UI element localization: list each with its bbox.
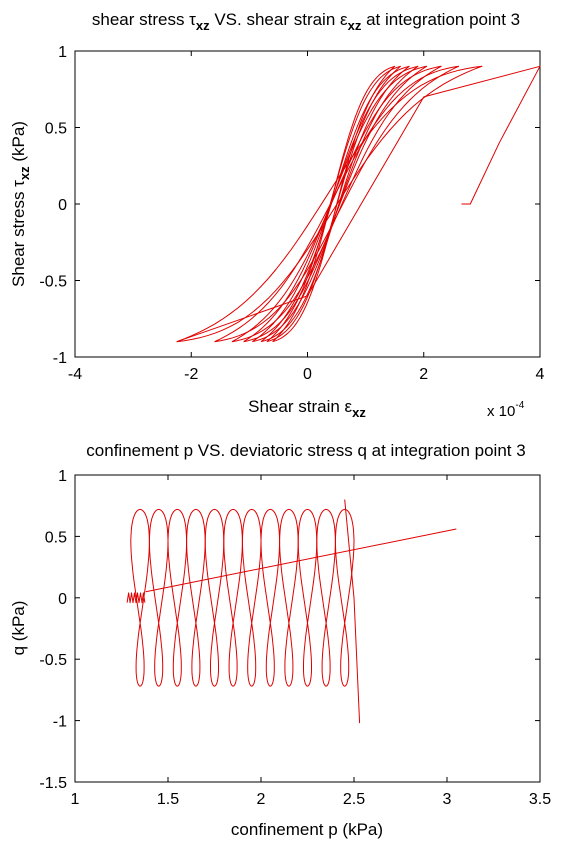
top-axis-ticks: -4 -2 0 2 4 -1 -0.5 0 0.5 1 — [39, 44, 544, 383]
top-y-axis-label: Shear stress τxz (kPa) — [9, 121, 32, 287]
bottom-stress-loop — [279, 508, 299, 687]
bottom-chart: confinement p VS. deviatoric stress q at… — [9, 441, 551, 839]
top-hysteresis-loop — [272, 65, 396, 343]
top-x-axis-label: Shear strain εxz — [248, 397, 366, 420]
top-final-branch — [176, 65, 541, 343]
top-hysteresis-loop — [176, 65, 483, 343]
top-hysteresis-loop — [260, 65, 410, 343]
top-x-exponent: x 10-4 — [487, 400, 525, 420]
bottom-stress-loop — [241, 508, 262, 687]
top-x-tick-label: 4 — [536, 366, 545, 383]
bottom-plot-area — [74, 474, 541, 783]
bottom-start-oscillation — [126, 592, 146, 604]
bottom-stress-loop — [334, 508, 355, 687]
bottom-y-tick-label: 0 — [58, 591, 67, 608]
bottom-x-axis-label: confinement p (kPa) — [231, 820, 383, 839]
bottom-chart-title: confinement p VS. deviatoric stress q at… — [86, 441, 525, 460]
bottom-x-tick-label: 2 — [257, 791, 266, 808]
top-y-tick-label: -0.5 — [39, 274, 67, 291]
bottom-y-axis-label: q (kPa) — [9, 601, 28, 656]
bottom-series-group — [126, 499, 457, 724]
bottom-y-tick-label: -1 — [53, 714, 67, 731]
bottom-stress-loop — [167, 508, 188, 687]
bottom-stress-loop — [130, 508, 150, 687]
top-hysteresis-loop — [266, 65, 401, 343]
bottom-x-tick-label: 1.5 — [157, 791, 179, 808]
bottom-x-tick-label: 1 — [71, 791, 80, 808]
bottom-stress-loop — [316, 508, 336, 687]
bottom-y-tick-label: 0.5 — [45, 529, 67, 546]
top-series-group — [176, 65, 541, 343]
bottom-final-drop — [344, 499, 361, 724]
top-y-tick-label: 1 — [58, 44, 67, 61]
bottom-x-tick-label: 2.5 — [343, 791, 365, 808]
top-hysteresis-loop — [243, 65, 428, 343]
bottom-x-tick-label: 3 — [443, 791, 452, 808]
top-chart-title: shear stress τxz VS. shear strain εxz at… — [92, 10, 520, 33]
bottom-stress-loop — [148, 508, 169, 687]
bottom-stress-loop — [223, 508, 243, 687]
top-hysteresis-loop — [252, 65, 419, 343]
bottom-axis-ticks: 1 1.5 2 2.5 3 3.5 -1.5 -1 -0.5 0 0.5 1 — [39, 468, 551, 808]
top-x-tick-label: -4 — [68, 366, 82, 383]
bottom-stress-loop — [260, 508, 281, 687]
top-y-tick-label: 0 — [58, 197, 67, 214]
top-x-tick-label: 0 — [303, 366, 312, 383]
bottom-final-line — [145, 528, 457, 593]
top-x-tick-label: -2 — [184, 366, 198, 383]
top-y-tick-label: -1 — [53, 350, 67, 367]
bottom-y-tick-label: 1 — [58, 468, 67, 485]
top-hysteresis-loop — [231, 65, 442, 343]
bottom-stress-loop — [204, 508, 225, 687]
bottom-y-tick-label: -1.5 — [39, 775, 67, 792]
top-chart: shear stress τxz VS. shear strain εxz at… — [9, 10, 545, 420]
bottom-y-tick-label: -0.5 — [39, 652, 67, 669]
top-y-tick-label: 0.5 — [45, 121, 67, 138]
top-x-tick-label: 2 — [419, 366, 428, 383]
bottom-x-tick-label: 3.5 — [529, 791, 551, 808]
bottom-stress-loop — [297, 508, 318, 687]
bottom-stress-loop — [186, 508, 206, 687]
